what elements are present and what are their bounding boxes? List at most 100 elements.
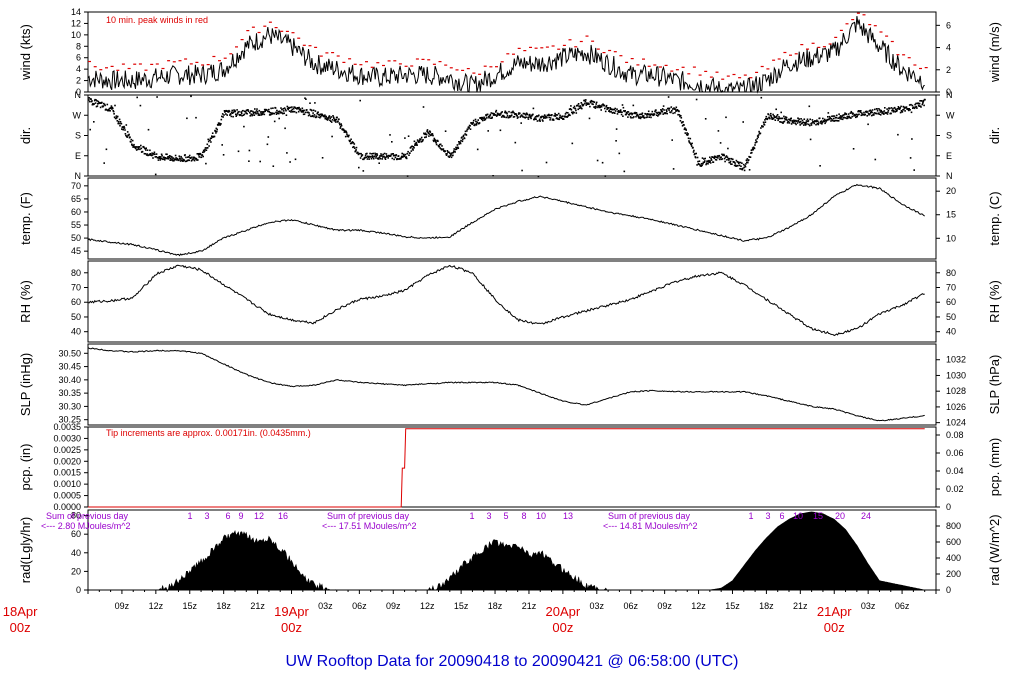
- direction-point: [753, 147, 756, 150]
- direction-point: [924, 98, 926, 101]
- direction-point: [262, 112, 264, 114]
- wind-annotation: 10 min. peak winds in red: [106, 15, 208, 25]
- direction-point: [424, 136, 426, 139]
- peak-wind-mark: [93, 66, 97, 68]
- panel-frame: [87, 177, 937, 260]
- direction-point: [328, 116, 330, 118]
- direction-point: [297, 110, 300, 113]
- direction-point: [596, 106, 598, 109]
- direction-point: [121, 126, 124, 128]
- direction-point: [536, 120, 539, 122]
- direction-point: [121, 128, 123, 130]
- direction-point: [309, 108, 312, 111]
- direction-point: [259, 160, 261, 163]
- direction-point: [235, 113, 237, 116]
- direction-point: [358, 166, 360, 169]
- direction-point: [258, 113, 260, 115]
- direction-point: [663, 109, 665, 111]
- direction-point: [510, 115, 512, 118]
- direction-point: [471, 123, 474, 125]
- direction-point: [640, 116, 643, 118]
- direction-point: [674, 112, 676, 114]
- peak-wind-mark: [99, 69, 103, 71]
- direction-point: [636, 113, 639, 116]
- direction-point: [319, 113, 322, 116]
- direction-point: [496, 114, 498, 116]
- direction-point: [637, 114, 639, 117]
- direction-point: [242, 114, 245, 116]
- direction-point: [381, 158, 384, 160]
- direction-point: [882, 111, 884, 113]
- direction-point: [411, 145, 413, 148]
- direction-point: [718, 158, 721, 161]
- direction-point: [905, 106, 908, 108]
- x-hour-label: 03z: [318, 601, 333, 611]
- direction-point: [468, 127, 470, 129]
- direction-point: [815, 123, 817, 126]
- direction-point: [165, 153, 167, 155]
- direction-point: [446, 150, 449, 152]
- direction-point: [115, 115, 118, 117]
- direction-point: [463, 137, 466, 140]
- peak-wind-mark: [189, 63, 193, 65]
- direction-point: [852, 112, 854, 115]
- direction-point: [806, 118, 809, 121]
- panel-frame: [87, 426, 937, 508]
- direction-point: [269, 112, 271, 114]
- direction-point: [863, 111, 865, 114]
- direction-point: [588, 103, 590, 105]
- peak-wind-mark: [534, 47, 538, 49]
- peak-wind-mark: [455, 69, 459, 71]
- x-hour-label: 15z: [183, 601, 198, 611]
- peak-wind-mark: [506, 53, 510, 55]
- direction-point: [194, 157, 197, 159]
- direction-point: [458, 141, 460, 143]
- y-tick-label-left: 40: [71, 548, 81, 558]
- direction-point: [206, 147, 208, 149]
- direction-point: [896, 109, 898, 112]
- direction-point: [804, 123, 806, 125]
- direction-point: [821, 123, 823, 125]
- direction-point: [752, 148, 754, 151]
- y-axis-label-left: RH (%): [18, 280, 33, 323]
- direction-point: [288, 107, 290, 109]
- direction-point: [464, 133, 466, 135]
- peak-wind-mark: [579, 40, 583, 43]
- y-tick-label-left: 60: [71, 297, 81, 307]
- direction-point: [429, 131, 432, 133]
- direction-point: [428, 133, 431, 135]
- direction-point: [504, 111, 506, 114]
- direction-point: [304, 111, 307, 114]
- direction-point: [681, 121, 683, 123]
- direction-point: [646, 116, 649, 118]
- direction-point: [146, 149, 149, 151]
- direction-point: [232, 115, 234, 118]
- direction-point: [237, 111, 239, 114]
- direction-point: [329, 117, 332, 120]
- direction-point: [832, 119, 834, 122]
- direction-point: [293, 106, 295, 108]
- solar-sum-label: Sum of previous day: [327, 511, 410, 521]
- direction-point: [273, 120, 276, 123]
- direction-point: [601, 104, 603, 106]
- direction-point: [160, 153, 163, 156]
- direction-point: [922, 102, 924, 104]
- direction-point: [538, 118, 541, 121]
- direction-point: [585, 102, 588, 104]
- y-tick-label-left: 30.45: [58, 362, 81, 372]
- direction-point: [106, 109, 108, 111]
- direction-point: [880, 109, 882, 112]
- direction-point: [222, 116, 224, 118]
- direction-point: [124, 133, 127, 135]
- direction-point: [772, 113, 774, 116]
- direction-point: [859, 111, 862, 113]
- direction-point: [88, 97, 91, 99]
- direction-point: [612, 111, 614, 114]
- peak-wind-mark: [263, 25, 267, 27]
- direction-point: [770, 115, 773, 117]
- peak-wind-mark: [602, 52, 606, 54]
- direction-point: [132, 146, 134, 148]
- direction-point: [461, 140, 464, 143]
- peak-wind-mark: [772, 59, 776, 61]
- y-tick-label-left: 8: [76, 41, 81, 51]
